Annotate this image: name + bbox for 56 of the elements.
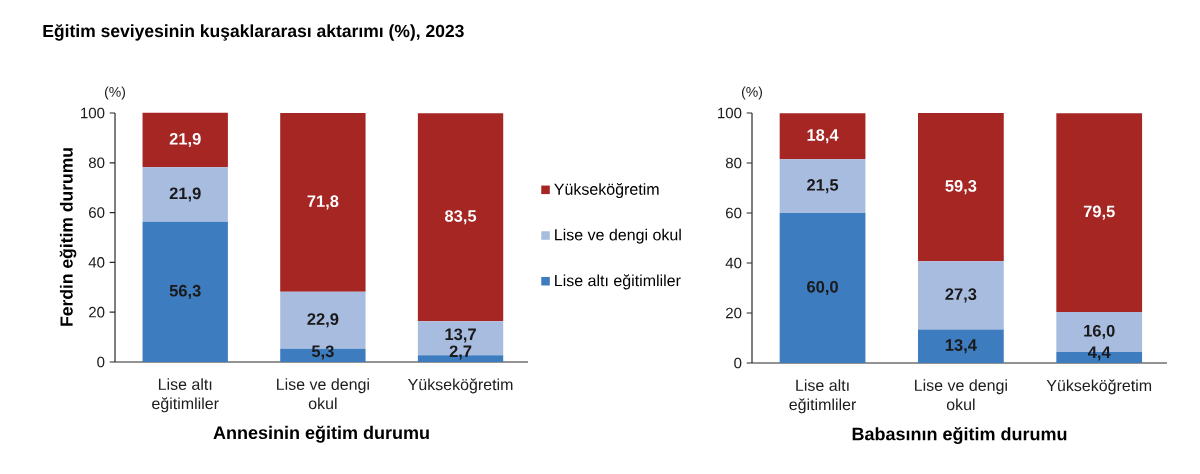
- y-tick-label: 0: [734, 357, 742, 369]
- data-label: 59,3: [945, 180, 977, 195]
- y-axis-title: Ferdin eğitim durumu: [59, 148, 77, 326]
- x-tick-label: Lise ve dengi okul: [915, 379, 1007, 411]
- x-tick-label: Yükseköğretim: [1046, 379, 1152, 395]
- x-tick-label: Lise ve dengi okul: [277, 378, 369, 410]
- data-label: 13,4: [945, 339, 977, 354]
- bar: [779, 159, 866, 213]
- y-tick-label: 100: [718, 107, 742, 119]
- x-axis-title: Babasının eğitim durumu: [852, 426, 1067, 444]
- bar: [142, 221, 228, 362]
- y-tick-label: 80: [88, 157, 105, 169]
- text: (%): [104, 86, 126, 100]
- y-tick-label: 20: [726, 307, 742, 319]
- data-label: 21,5: [807, 179, 839, 194]
- data-label: 21,9: [169, 187, 201, 202]
- data-label: 21,9: [169, 132, 201, 148]
- data-label: 13,7: [445, 328, 476, 343]
- legend-label: Lise altı eğitimliler: [555, 274, 681, 290]
- x-tick-label: Lise altı eğitimliler: [152, 378, 219, 413]
- bar: [918, 329, 1004, 363]
- chart-title: Eğitim seviyesinin kuşaklararası aktarımı (%), 2023: [43, 24, 464, 41]
- data-label: 71,8: [307, 195, 339, 210]
- y-tick-label: 40: [88, 257, 105, 268]
- x-tick-label: Lise altı eğitimliler: [789, 379, 857, 414]
- data-label: 18,4: [807, 129, 839, 144]
- y-tick-label: 100: [81, 107, 105, 119]
- data-label: 83,5: [445, 210, 477, 225]
- bar: [779, 113, 866, 160]
- x-tick-label: Yükseköğretim: [407, 378, 513, 394]
- legend-label: Yükseköğretim: [554, 182, 659, 199]
- data-label: 79,5: [1083, 205, 1115, 220]
- bar: [280, 112, 366, 292]
- y-tick-label: 60: [726, 207, 742, 219]
- x-axis-title: Annesinin eğitim durumu: [213, 425, 429, 443]
- y-tick-label: 20: [89, 306, 105, 318]
- bar: [779, 212, 866, 363]
- data-label: 27,3: [945, 288, 977, 303]
- y-tick-label: 80: [725, 157, 742, 169]
- bar: [1056, 113, 1143, 312]
- y-tick-label: 0: [97, 356, 105, 368]
- bar: [417, 113, 504, 322]
- data-label: 60,0: [807, 280, 838, 296]
- data-label: 5,3: [311, 345, 334, 360]
- bar: [918, 261, 1004, 330]
- data-label: 56,3: [169, 284, 201, 299]
- bar: [142, 167, 228, 222]
- legend-label: Lise ve dengi okul: [555, 228, 681, 244]
- data-label: 22,9: [307, 313, 339, 328]
- y-tick-label: 40: [725, 257, 742, 269]
- y-tick-label: 60: [89, 207, 105, 218]
- data-label: 16,0: [1084, 324, 1115, 340]
- bar: [918, 112, 1004, 262]
- text: (%): [741, 86, 763, 100]
- bar: [142, 112, 228, 168]
- data-label: 2,7: [449, 345, 472, 360]
